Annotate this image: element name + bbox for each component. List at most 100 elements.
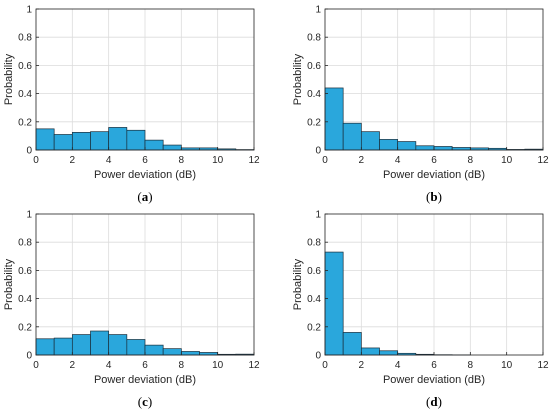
caption-open: (	[426, 394, 430, 409]
x-tick-label: 4	[395, 155, 401, 166]
histogram-bar	[144, 344, 164, 356]
x-axis-label: Power deviation (dB)	[383, 169, 485, 181]
x-tick-label: 8	[468, 360, 474, 371]
x-tick-label: 10	[212, 360, 224, 371]
caption-letter: d	[430, 394, 438, 409]
histogram-bar	[126, 339, 146, 356]
caption-close: )	[148, 189, 152, 204]
panel-caption: (d)	[426, 394, 442, 409]
y-axis-label: Probability	[3, 258, 15, 310]
y-tick-label: 1	[315, 210, 321, 221]
x-tick-label: 4	[106, 155, 112, 166]
histogram-bar	[342, 122, 362, 151]
histogram-bar	[342, 332, 362, 356]
x-tick-label: 12	[537, 360, 549, 371]
x-tick-label: 6	[142, 155, 148, 166]
chart-panel-c: 0 2 4 6 8 10 12 0 0.2 0.4 0.6 0.8 1 Power deviation (…	[3, 210, 260, 410]
x-tick-label: 4	[106, 360, 112, 371]
caption-open: (	[137, 189, 141, 204]
x-tick-label: 2	[359, 360, 365, 371]
x-tick-label: 6	[431, 360, 437, 371]
x-tick-label: 2	[70, 360, 76, 371]
histogram-bar	[90, 330, 110, 356]
caption-close: )	[438, 189, 442, 204]
y-tick-label: 0	[26, 146, 32, 157]
histogram-bar	[126, 129, 146, 151]
chart-panel-d: 0 2 4 6 8 10 12 0 0.2 0.4 0.6 0.8 1 Power deviation (…	[292, 210, 549, 410]
y-tick-label: 0.8	[18, 238, 32, 249]
histogram-bar	[90, 131, 110, 151]
caption-open: (	[138, 394, 142, 409]
caption-close: )	[438, 394, 442, 409]
x-tick-label: 4	[395, 360, 401, 371]
y-tick-label: 0.2	[18, 322, 32, 333]
histogram-bar	[144, 139, 164, 151]
y-tick-label: 0	[315, 351, 321, 362]
y-tick-label: 0	[26, 351, 32, 362]
panel-caption: (a)	[137, 189, 152, 204]
histogram-bar	[433, 146, 453, 151]
histogram-bar	[53, 337, 73, 356]
y-tick-label: 1	[315, 5, 321, 16]
histogram-bar	[415, 145, 435, 151]
x-axis-label: Power deviation (dB)	[383, 374, 485, 386]
y-tick-label: 0.2	[18, 117, 32, 128]
panel-caption: (c)	[138, 394, 152, 409]
caption-letter: b	[430, 189, 437, 204]
x-axis-label: Power deviation (dB)	[94, 374, 196, 386]
x-tick-label: 12	[537, 155, 549, 166]
y-tick-label: 0.2	[307, 117, 321, 128]
y-tick-label: 0.4	[18, 294, 32, 305]
histogram-bar	[71, 132, 91, 151]
x-tick-label: 10	[212, 155, 224, 166]
histogram-bar	[108, 334, 128, 356]
x-axis-label: Power deviation (dB)	[94, 169, 196, 181]
histogram-bar	[180, 351, 200, 356]
y-tick-label: 0.4	[18, 89, 32, 100]
chart-panel-b: 0 2 4 6 8 10 12 0 0.2 0.4 0.6 0.8 1 Power deviation (…	[292, 5, 549, 205]
histogram-bar	[379, 350, 399, 356]
caption-open: (	[426, 189, 430, 204]
y-tick-label: 1	[26, 210, 32, 221]
histogram-bar	[35, 338, 55, 356]
x-tick-label: 8	[179, 360, 185, 371]
caption-close: )	[148, 394, 152, 409]
y-axis-label: Probability	[292, 53, 304, 105]
y-tick-label: 0.6	[307, 61, 321, 72]
x-tick-label: 6	[431, 155, 437, 166]
histogram-bar	[324, 87, 344, 151]
histogram-bar	[360, 131, 380, 151]
x-tick-label: 0	[322, 155, 328, 166]
panel-caption: (b)	[426, 189, 442, 204]
y-tick-label: 0.8	[307, 238, 321, 249]
x-tick-label: 2	[359, 155, 365, 166]
histogram-bar	[53, 134, 73, 151]
histogram-bar	[108, 127, 128, 151]
x-tick-label: 10	[501, 155, 513, 166]
histogram-bar	[71, 334, 91, 356]
caption-letter: c	[142, 394, 148, 409]
histogram-bar	[324, 251, 344, 356]
y-axis-label: Probability	[292, 258, 304, 310]
x-tick-label: 2	[70, 155, 76, 166]
chart-panel-a: 0 2 4 6 8 10 12 0 0.2 0.4 0.6 0.8 1 Power deviation (…	[3, 5, 260, 205]
histogram-bar	[162, 144, 182, 151]
x-tick-label: 6	[142, 360, 148, 371]
histogram-bar	[35, 128, 55, 151]
y-tick-label: 0.8	[18, 33, 32, 44]
y-tick-label: 0.4	[307, 89, 321, 100]
y-tick-label: 0.2	[307, 322, 321, 333]
y-tick-label: 0.6	[307, 266, 321, 277]
x-tick-label: 12	[248, 360, 260, 371]
histogram-bar	[379, 139, 399, 151]
y-axis-label: Probability	[3, 53, 15, 105]
y-tick-label: 1	[26, 5, 32, 16]
histogram-bar	[397, 141, 417, 151]
y-tick-label: 0.4	[307, 294, 321, 305]
x-tick-label: 0	[322, 360, 328, 371]
x-tick-label: 10	[501, 360, 513, 371]
x-tick-label: 12	[248, 155, 260, 166]
x-tick-label: 0	[33, 155, 39, 166]
caption-letter: a	[142, 189, 149, 204]
